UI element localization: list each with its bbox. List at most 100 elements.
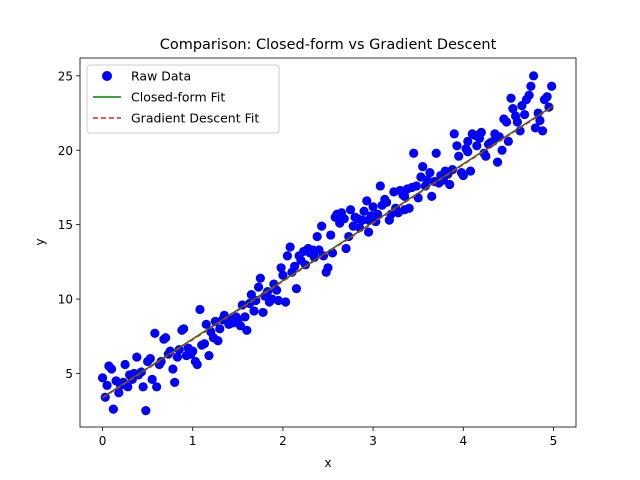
x-tick-label: 0 xyxy=(99,434,107,448)
data-point xyxy=(431,148,441,158)
data-point xyxy=(174,345,184,355)
data-point xyxy=(170,377,180,387)
data-point xyxy=(524,90,534,100)
data-point xyxy=(508,103,518,114)
gradient-descent-fit-line xyxy=(102,105,554,399)
legend: Raw Data Closed-form Fit Gradient Descen… xyxy=(86,64,280,134)
data-point xyxy=(255,273,265,283)
data-point xyxy=(501,117,512,127)
data-point xyxy=(168,364,178,374)
data-point xyxy=(454,151,464,161)
data-point xyxy=(368,202,378,212)
data-point xyxy=(542,92,552,102)
data-point xyxy=(192,359,202,370)
legend-label-closed-form: Closed-form Fit xyxy=(131,90,225,105)
data-point xyxy=(323,263,333,273)
data-point xyxy=(411,181,421,191)
data-point xyxy=(276,263,286,273)
data-point xyxy=(382,197,392,207)
data-point xyxy=(114,388,124,398)
data-point xyxy=(425,167,435,178)
data-point xyxy=(285,242,295,252)
data-point xyxy=(506,93,516,103)
data-point xyxy=(481,151,491,161)
data-layer xyxy=(97,71,557,416)
data-point xyxy=(492,157,503,167)
data-point xyxy=(282,251,293,261)
data-point xyxy=(213,336,223,346)
data-point xyxy=(357,215,367,225)
data-point xyxy=(458,170,468,181)
data-point xyxy=(503,136,513,146)
data-point xyxy=(106,364,117,374)
data-point xyxy=(278,270,288,280)
data-point xyxy=(240,312,250,322)
data-point xyxy=(463,136,473,146)
legend-box xyxy=(86,64,280,134)
data-point xyxy=(400,191,410,201)
data-point xyxy=(141,406,151,416)
data-point xyxy=(172,352,182,362)
legend-label-gradient-descent: Gradient Descent Fit xyxy=(131,111,259,126)
data-point xyxy=(345,205,356,215)
x-tick-label: 5 xyxy=(550,434,558,448)
data-point xyxy=(341,243,351,254)
data-point xyxy=(161,333,171,343)
x-tick-label: 3 xyxy=(369,434,377,448)
data-point xyxy=(476,127,486,137)
data-point xyxy=(317,221,327,231)
data-point xyxy=(497,145,507,155)
data-point xyxy=(359,206,369,216)
data-point xyxy=(138,382,148,392)
chart-title: Comparison: Closed-form vs Gradient Desc… xyxy=(160,37,497,53)
data-point xyxy=(249,306,259,316)
data-point xyxy=(204,350,214,361)
data-point xyxy=(123,382,133,392)
data-point xyxy=(145,353,155,364)
data-point xyxy=(97,373,108,383)
data-point xyxy=(326,230,336,240)
y-tick-label: 15 xyxy=(58,218,73,232)
data-point xyxy=(418,162,428,172)
data-point xyxy=(100,392,110,402)
data-point xyxy=(272,285,282,295)
x-tick-label: 2 xyxy=(279,434,287,448)
data-point xyxy=(215,324,225,334)
y-axis-label: y xyxy=(33,238,47,245)
data-point xyxy=(373,209,383,219)
data-point xyxy=(179,324,189,334)
data-point xyxy=(290,261,300,271)
data-point xyxy=(363,227,374,237)
data-point xyxy=(152,382,162,392)
data-point xyxy=(201,319,211,329)
data-point xyxy=(512,117,522,127)
data-point xyxy=(195,304,205,315)
data-point xyxy=(465,166,476,176)
data-point xyxy=(132,352,142,362)
data-point xyxy=(150,328,160,338)
data-point xyxy=(529,71,539,81)
data-point xyxy=(422,175,432,185)
data-point xyxy=(520,109,530,120)
data-point xyxy=(309,252,320,262)
y-tick-label: 25 xyxy=(58,69,73,83)
y-tick-label: 5 xyxy=(65,367,73,381)
axis-layer: 0 1 2 3 4 5 5 10 15 20 25 xyxy=(58,69,558,448)
data-point xyxy=(427,191,437,201)
data-point xyxy=(237,300,247,310)
y-tick-label: 20 xyxy=(58,144,73,158)
data-point xyxy=(339,214,349,224)
data-point xyxy=(445,179,455,190)
data-point xyxy=(102,380,112,390)
data-point xyxy=(400,205,410,215)
data-point xyxy=(312,231,322,242)
data-point xyxy=(281,297,291,307)
data-point xyxy=(188,346,198,356)
data-point xyxy=(362,196,372,206)
data-point xyxy=(449,129,459,139)
data-point xyxy=(409,148,419,158)
data-point xyxy=(472,141,482,151)
x-axis-label: x xyxy=(324,456,331,470)
